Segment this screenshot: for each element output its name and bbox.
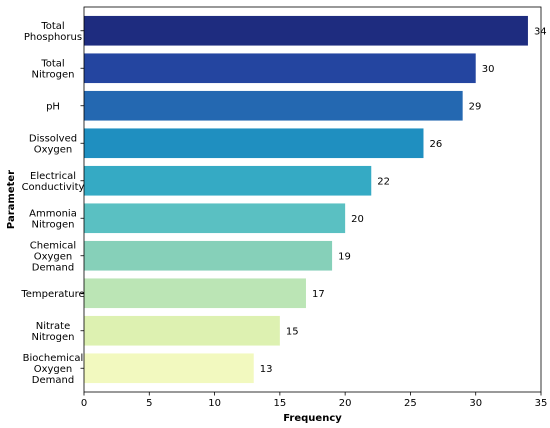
x-tick-label: 10 xyxy=(208,398,221,409)
bar xyxy=(84,53,476,84)
x-tick-label: 30 xyxy=(469,398,482,409)
category-label: Temperature xyxy=(20,289,84,300)
plot-frame xyxy=(83,6,542,393)
bar-value-label: 26 xyxy=(429,139,442,150)
category-label: Ammonia Nitrogen xyxy=(29,208,77,230)
category-labels-group: Total Phosphorus Total Nitrogen pH Dissolved O… xyxy=(20,21,84,386)
x-tick-label: 5 xyxy=(146,398,152,409)
bar-value-label: 19 xyxy=(338,251,351,262)
x-tick-label: 0 xyxy=(81,398,87,409)
bar xyxy=(84,240,333,271)
bar xyxy=(84,353,254,384)
x-tick-label: 25 xyxy=(404,398,417,409)
category-label: Electrical Conductivity xyxy=(22,171,85,193)
bar xyxy=(84,128,424,159)
category-label: Chemical Oxygen Demand xyxy=(30,240,76,273)
bar-value-label: 13 xyxy=(260,364,273,375)
x-axis-ticks-group: 0 5 10 15 20 25 30 35 xyxy=(80,30,548,409)
category-label: Total Nitrogen xyxy=(31,58,74,80)
bar-value-label: 29 xyxy=(469,101,482,112)
bars-group xyxy=(84,15,528,384)
bar xyxy=(84,203,346,234)
category-label: Total Phosphorus xyxy=(24,21,82,43)
bar-value-label: 15 xyxy=(286,326,299,337)
y-axis-title: Parameter xyxy=(6,170,17,229)
x-tick-label: 20 xyxy=(339,398,352,409)
category-label: Nitrate Nitrogen xyxy=(31,321,74,343)
x-tick-label: 35 xyxy=(535,398,548,409)
bar-value-label: 22 xyxy=(377,176,390,187)
x-axis-title: Frequency xyxy=(283,413,342,424)
bar-value-label: 30 xyxy=(482,64,495,75)
value-labels-group: 34 30 29 26 22 20 19 17 15 13 xyxy=(260,26,547,375)
bar xyxy=(84,278,306,309)
category-label: Biochemical Oxygen Demand xyxy=(23,353,84,386)
x-tick-label: 15 xyxy=(273,398,286,409)
bar-value-label: 20 xyxy=(351,214,364,225)
bar xyxy=(84,15,528,46)
bar-value-label: 34 xyxy=(534,26,547,37)
bar-value-label: 17 xyxy=(312,289,325,300)
category-label: pH xyxy=(46,101,60,112)
bar xyxy=(84,90,463,121)
bar xyxy=(84,165,372,196)
bar xyxy=(84,315,280,346)
category-label: Dissolved Oxygen xyxy=(29,133,77,155)
